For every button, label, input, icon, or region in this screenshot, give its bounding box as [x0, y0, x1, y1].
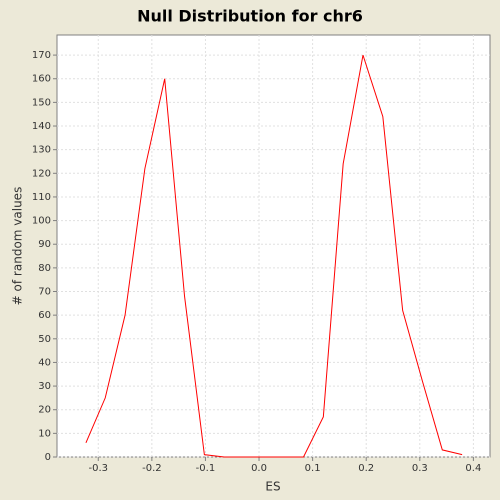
y-tick-label: 110 — [32, 192, 51, 203]
y-axis-label: # of random values — [11, 187, 25, 306]
data-line — [85, 54, 463, 458]
x-tick-label: 0.4 — [465, 463, 481, 474]
x-tick-label: -0.2 — [142, 463, 162, 474]
y-tick-label: 90 — [38, 239, 51, 250]
y-tick-label: 150 — [32, 97, 51, 108]
y-tick-label: 160 — [32, 74, 51, 85]
x-axis-label: ES — [265, 480, 280, 494]
y-tick-label: 80 — [38, 263, 51, 274]
y-tick-label: 170 — [32, 50, 51, 61]
y-tick-label: 100 — [32, 216, 51, 227]
x-tick-label: -0.3 — [89, 463, 109, 474]
y-tick-label: 10 — [38, 428, 51, 439]
x-tick-label: -0.1 — [196, 463, 216, 474]
chart-title: Null Distribution for chr6 — [137, 7, 363, 26]
x-tick-label: 0.0 — [251, 463, 267, 474]
y-tick-label: 140 — [32, 121, 51, 132]
y-tick-label: 120 — [32, 168, 51, 179]
y-tick-label: 0 — [45, 452, 51, 463]
y-tick-label: 60 — [38, 310, 51, 321]
y-tick-label: 50 — [38, 334, 51, 345]
y-tick-label: 70 — [38, 287, 51, 298]
x-tick-label: 0.1 — [305, 463, 321, 474]
y-tick-label: 130 — [32, 145, 51, 156]
x-tick-label: 0.3 — [412, 463, 428, 474]
y-tick-label: 40 — [38, 357, 51, 368]
y-tick-label: 20 — [38, 405, 51, 416]
x-tick-label: 0.2 — [358, 463, 374, 474]
plot-area — [56, 34, 491, 458]
y-tick-label: 30 — [38, 381, 51, 392]
